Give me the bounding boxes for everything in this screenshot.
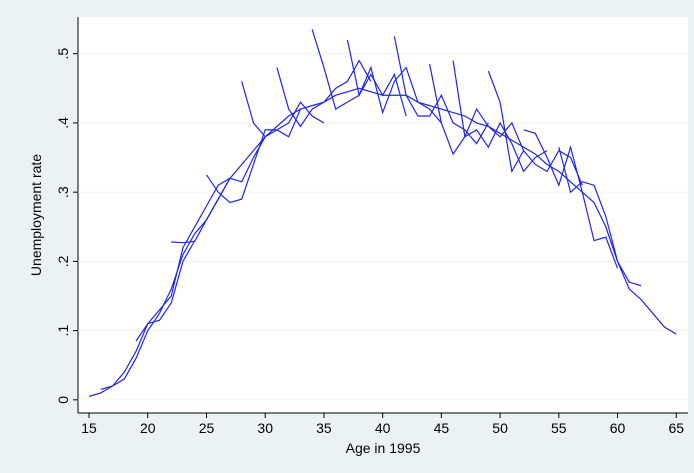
x-tick-label: 60 xyxy=(610,420,626,436)
series-line xyxy=(346,39,442,124)
series-line xyxy=(558,147,642,287)
series-line xyxy=(205,108,301,204)
series-line xyxy=(393,36,489,145)
series-line xyxy=(171,136,266,244)
series-line xyxy=(135,177,231,342)
plot-area xyxy=(78,17,688,413)
x-axis-title: Age in 1995 xyxy=(346,440,421,456)
x-tick-label: 40 xyxy=(375,420,391,436)
series-line xyxy=(241,81,325,138)
series-line xyxy=(452,60,548,173)
series-line xyxy=(523,129,619,269)
series-line xyxy=(487,70,583,186)
x-tick-label: 55 xyxy=(551,420,567,436)
x-tick-label: 50 xyxy=(492,420,508,436)
y-axis-title: Unemployment rate xyxy=(28,154,44,276)
y-tick-label: .4 xyxy=(55,117,71,129)
y-tick-label: .5 xyxy=(55,48,71,60)
x-tick-label: 45 xyxy=(434,420,450,436)
series-line xyxy=(276,59,372,128)
y-tick-label: .3 xyxy=(55,186,71,198)
x-tick-label: 15 xyxy=(81,420,97,436)
series-line xyxy=(429,63,525,156)
y-tick-label: .2 xyxy=(55,255,71,267)
x-tick-label: 30 xyxy=(257,420,273,436)
x-tick-label: 65 xyxy=(668,420,684,436)
x-tick-label: 25 xyxy=(199,420,215,436)
y-tick-label: 0 xyxy=(55,396,71,404)
y-tick-label: .1 xyxy=(55,325,71,337)
x-tick-label: 20 xyxy=(140,420,156,436)
x-tick-label: 35 xyxy=(316,420,332,436)
